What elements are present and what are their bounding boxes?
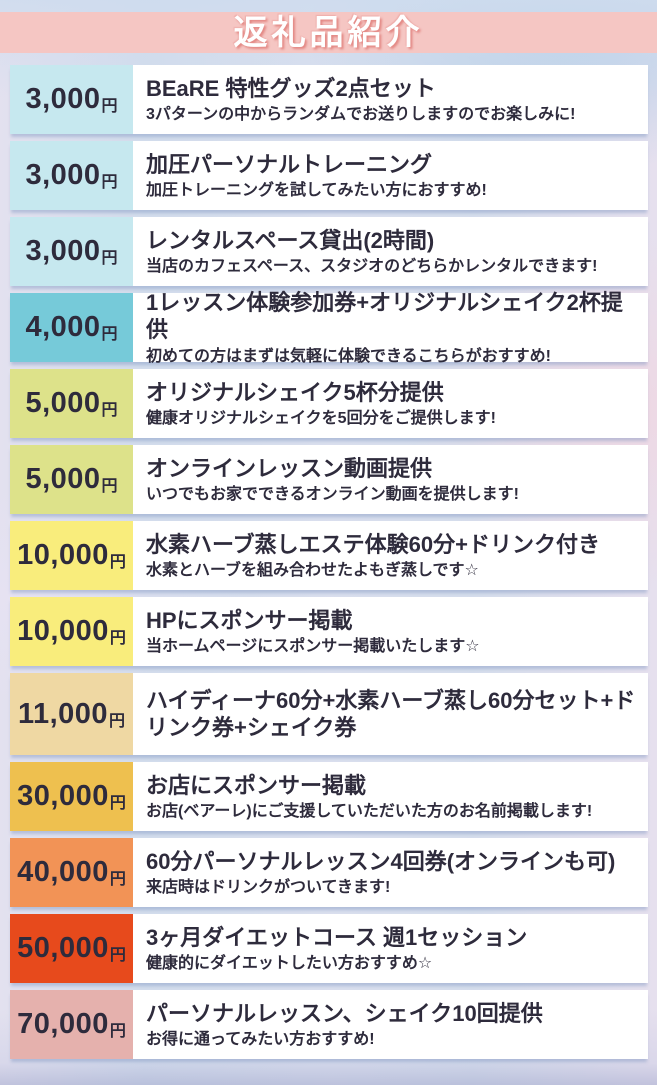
price-unit-label: 円: [101, 174, 118, 191]
price-box: 3,000 円: [10, 141, 133, 210]
reward-description: 3ヶ月ダイエットコース 週1セッション 健康的にダイエットしたい方おすすめ☆: [133, 914, 648, 983]
reward-row: 70,000 円 パーソナルレッスン、シェイク10回提供 お得に通ってみたい方おす…: [10, 990, 648, 1059]
reward-title: 1レッスン体験参加券+オリジナルシェイク2杯提供: [146, 289, 623, 343]
price-box: 11,000 円: [10, 673, 133, 755]
reward-subtitle: いつでもお家でできるオンライン動画を提供します!: [146, 486, 520, 504]
reward-description: 加圧パーソナルトレーニング 加圧トレーニングを試してみたい方におすすめ!: [133, 141, 648, 210]
price-box: 3,000 円: [10, 65, 133, 134]
price-amount: 30,000: [17, 780, 109, 812]
reward-row: 5,000 円 オンラインレッスン動画提供 いつでもお家でできるオンライン動画を提…: [10, 445, 648, 514]
reward-title: ハイディーナ60分+水素ハーブ蒸し60分セット+ドリンク券+シェイク券: [146, 687, 636, 741]
reward-title: BEaRE 特性グッズ2点セット: [146, 75, 436, 101]
price-amount: 4,000: [25, 311, 101, 343]
reward-row: 10,000 円 HPにスポンサー掲載 当ホームページにスポンサー掲載いたします☆: [10, 597, 648, 666]
reward-description: オリジナルシェイク5杯分提供 健康オリジナルシェイクを5回分をご提供します!: [133, 369, 648, 438]
reward-row: 3,000 円 BEaRE 特性グッズ2点セット 3パターンの中からランダムでお送…: [10, 65, 648, 134]
price-box: 70,000 円: [10, 990, 133, 1059]
reward-description: 1レッスン体験参加券+オリジナルシェイク2杯提供 初めての方はまずは気軽に体験で…: [133, 290, 648, 365]
price-box: 50,000 円: [10, 914, 133, 983]
price-unit-label: 円: [109, 947, 126, 964]
reward-subtitle: お得に通ってみたい方おすすめ!: [146, 1031, 375, 1049]
price-amount: 10,000: [17, 615, 109, 647]
price-box: 40,000 円: [10, 838, 133, 907]
reward-row: 11,000 円 ハイディーナ60分+水素ハーブ蒸し60分セット+ドリンク券+シェ…: [10, 673, 648, 755]
reward-title: パーソナルレッスン、シェイク10回提供: [146, 1000, 543, 1026]
price-box: 30,000 円: [10, 762, 133, 831]
reward-subtitle: 健康的にダイエットしたい方おすすめ☆: [146, 955, 433, 973]
price-unit-label: 円: [109, 795, 126, 812]
reward-flyer: 返礼品紹介 3,000 円 BEaRE 特性グッズ2点セット 3パターンの中からラ…: [0, 12, 657, 1085]
price-amount: 11,000: [17, 697, 109, 730]
reward-row: 3,000 円 加圧パーソナルトレーニング 加圧トレーニングを試してみたい方におす…: [10, 141, 648, 210]
reward-description: ハイディーナ60分+水素ハーブ蒸し60分セット+ドリンク券+シェイク券: [133, 673, 648, 755]
reward-title: 60分パーソナルレッスン4回券(オンラインも可): [146, 848, 616, 874]
price-unit-label: 円: [109, 1023, 126, 1040]
reward-row: 3,000 円 レンタルスペース貸出(2時間) 当店のカフェスペース、スタジオのど…: [10, 217, 648, 286]
price-box: 10,000 円: [10, 521, 133, 590]
reward-description: BEaRE 特性グッズ2点セット 3パターンの中からランダムでお送りしますのでお…: [133, 65, 648, 134]
reward-description: パーソナルレッスン、シェイク10回提供 お得に通ってみたい方おすすめ!: [133, 990, 648, 1059]
reward-subtitle: 健康オリジナルシェイクを5回分をご提供します!: [146, 410, 496, 428]
reward-description: 水素ハーブ蒸しエステ体験60分+ドリンク付き 水素とハーブを組み合わせたよもぎ蒸…: [133, 521, 648, 590]
reward-description: オンラインレッスン動画提供 いつでもお家でできるオンライン動画を提供します!: [133, 445, 648, 514]
reward-title: レンタルスペース貸出(2時間): [146, 227, 435, 253]
reward-row: 40,000 円 60分パーソナルレッスン4回券(オンラインも可) 来店時はドリン…: [10, 838, 648, 907]
reward-subtitle: 水素とハーブを組み合わせたよもぎ蒸しです☆: [146, 562, 479, 580]
reward-row: 5,000 円 オリジナルシェイク5杯分提供 健康オリジナルシェイクを5回分をご提…: [10, 369, 648, 438]
reward-subtitle: 加圧トレーニングを試してみたい方におすすめ!: [146, 182, 487, 200]
price-box: 4,000 円: [10, 293, 133, 362]
reward-subtitle: 来店時はドリンクがついてきます!: [146, 879, 391, 897]
price-unit-label: 円: [109, 712, 126, 730]
reward-description: お店にスポンサー掲載 お店(ベアーレ)にご支援していただいた方のお名前掲載します…: [133, 762, 648, 831]
price-box: 5,000 円: [10, 445, 133, 514]
reward-subtitle: 当ホームページにスポンサー掲載いたします☆: [146, 638, 480, 656]
price-box: 10,000 円: [10, 597, 133, 666]
price-box: 5,000 円: [10, 369, 133, 438]
reward-row: 50,000 円 3ヶ月ダイエットコース 週1セッション 健康的にダイエットしたい…: [10, 914, 648, 983]
price-box: 3,000 円: [10, 217, 133, 286]
page-title: 返礼品紹介: [233, 13, 424, 52]
reward-subtitle: 当店のカフェスペース、スタジオのどちらかレンタルできます!: [146, 258, 598, 276]
reward-subtitle: お店(ベアーレ)にご支援していただいた方のお名前掲載します!: [146, 803, 593, 821]
reward-description: レンタルスペース貸出(2時間) 当店のカフェスペース、スタジオのどちらかレンタル…: [133, 217, 648, 286]
price-unit-label: 円: [109, 554, 126, 571]
price-unit-label: 円: [101, 250, 118, 267]
price-unit-label: 円: [101, 402, 118, 419]
price-unit-label: 円: [101, 98, 118, 115]
price-amount: 10,000: [17, 539, 109, 571]
reward-title: お店にスポンサー掲載: [146, 772, 367, 798]
price-amount: 40,000: [17, 856, 109, 888]
price-unit-label: 円: [109, 630, 126, 647]
reward-title: オンラインレッスン動画提供: [146, 455, 433, 481]
reward-title: オリジナルシェイク5杯分提供: [146, 379, 444, 405]
reward-description: 60分パーソナルレッスン4回券(オンラインも可) 来店時はドリンクがついてきます…: [133, 838, 648, 907]
reward-title: 3ヶ月ダイエットコース 週1セッション: [146, 924, 528, 950]
reward-description: HPにスポンサー掲載 当ホームページにスポンサー掲載いたします☆: [133, 597, 648, 666]
price-unit-label: 円: [109, 871, 126, 888]
reward-title: 水素ハーブ蒸しエステ体験60分+ドリンク付き: [146, 531, 600, 557]
page-title-band: 返礼品紹介: [0, 12, 657, 53]
reward-row: 4,000 円 1レッスン体験参加券+オリジナルシェイク2杯提供 初めての方はまず…: [10, 290, 648, 365]
reward-list: 3,000 円 BEaRE 特性グッズ2点セット 3パターンの中からランダムでお送…: [0, 65, 657, 1059]
reward-title: 加圧パーソナルトレーニング: [146, 151, 433, 177]
reward-subtitle: 初めての方はまずは気軽に体験できるこちらがおすすめ!: [146, 347, 552, 365]
price-amount: 5,000: [25, 463, 101, 495]
reward-title: HPにスポンサー掲載: [146, 607, 353, 633]
price-unit-label: 円: [101, 326, 118, 343]
reward-row: 30,000 円 お店にスポンサー掲載 お店(ベアーレ)にご支援していただいた方の…: [10, 762, 648, 831]
price-unit-label: 円: [101, 478, 118, 495]
price-amount: 3,000: [25, 159, 101, 191]
reward-row: 10,000 円 水素ハーブ蒸しエステ体験60分+ドリンク付き 水素とハーブを組み…: [10, 521, 648, 590]
reward-subtitle: 3パターンの中からランダムでお送りしますのでお楽しみに!: [146, 106, 576, 124]
price-amount: 3,000: [25, 83, 101, 115]
price-amount: 3,000: [25, 235, 101, 267]
price-amount: 5,000: [25, 387, 101, 419]
price-amount: 70,000: [17, 1008, 109, 1040]
price-amount: 50,000: [17, 932, 109, 964]
